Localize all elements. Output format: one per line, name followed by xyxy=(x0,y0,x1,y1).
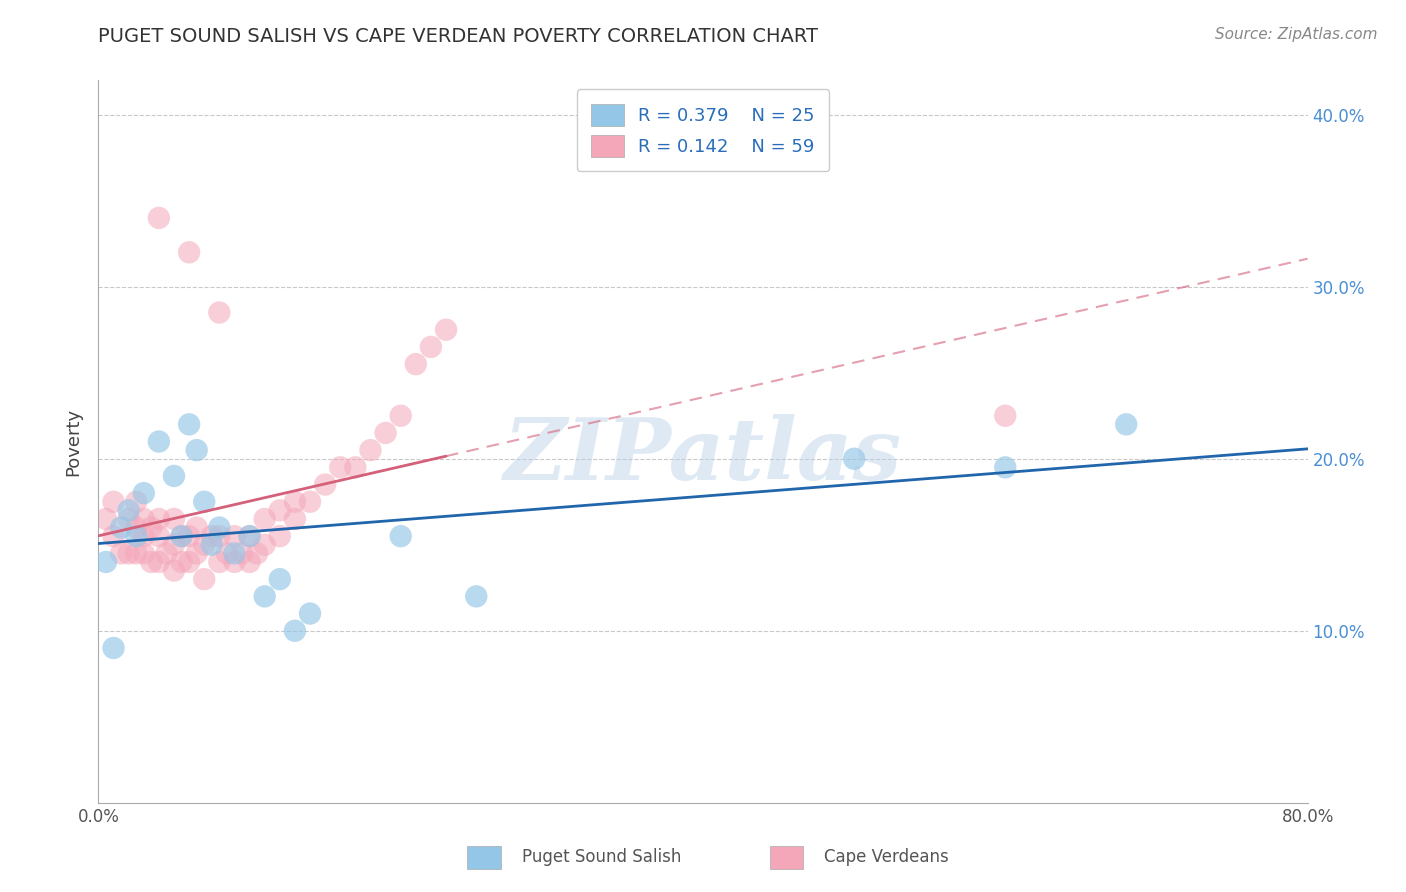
Point xyxy=(179,417,201,432)
Point xyxy=(103,640,125,655)
Point xyxy=(224,529,246,543)
Point xyxy=(155,546,177,560)
Point xyxy=(208,555,231,569)
Point xyxy=(239,555,262,569)
Point xyxy=(224,546,246,560)
Point xyxy=(170,529,193,543)
Point xyxy=(284,512,307,526)
Point xyxy=(201,538,224,552)
Point xyxy=(299,494,322,508)
Point xyxy=(389,529,412,543)
Text: Puget Sound Salish: Puget Sound Salish xyxy=(522,848,681,866)
Point xyxy=(844,451,866,466)
Point xyxy=(246,546,269,560)
Point xyxy=(125,520,148,534)
Point xyxy=(141,520,163,534)
Point xyxy=(110,520,132,534)
Point xyxy=(193,494,215,508)
Legend: R = 0.379    N = 25, R = 0.142    N = 59: R = 0.379 N = 25, R = 0.142 N = 59 xyxy=(576,89,830,171)
Point xyxy=(269,503,291,517)
Point xyxy=(314,477,336,491)
Point xyxy=(141,555,163,569)
Point xyxy=(420,340,443,354)
Point xyxy=(118,512,141,526)
Point xyxy=(201,529,224,543)
Point xyxy=(465,590,488,604)
Point xyxy=(299,607,322,621)
Point xyxy=(1115,417,1137,432)
Point xyxy=(208,529,231,543)
Text: Source: ZipAtlas.com: Source: ZipAtlas.com xyxy=(1215,27,1378,42)
Point xyxy=(389,409,412,423)
Point xyxy=(186,520,208,534)
Point xyxy=(132,529,155,543)
Point xyxy=(239,529,262,543)
Point xyxy=(163,538,186,552)
Point xyxy=(148,211,170,225)
Point xyxy=(94,512,117,526)
Point xyxy=(994,409,1017,423)
Point xyxy=(132,486,155,500)
Point xyxy=(148,529,170,543)
Point xyxy=(132,546,155,560)
Point xyxy=(118,546,141,560)
Point xyxy=(224,555,246,569)
Point xyxy=(163,564,186,578)
Text: Cape Verdeans: Cape Verdeans xyxy=(824,848,949,866)
Point xyxy=(269,572,291,586)
Point xyxy=(284,494,307,508)
Bar xyxy=(769,847,803,870)
Point xyxy=(253,538,276,552)
Point xyxy=(179,529,201,543)
Point xyxy=(344,460,367,475)
Point xyxy=(405,357,427,371)
Point xyxy=(253,590,276,604)
Point xyxy=(103,529,125,543)
Point xyxy=(193,572,215,586)
Point xyxy=(193,538,215,552)
Point xyxy=(284,624,307,638)
Point xyxy=(170,555,193,569)
Point xyxy=(170,529,193,543)
Point xyxy=(208,520,231,534)
Point xyxy=(148,434,170,449)
Point xyxy=(125,546,148,560)
Point xyxy=(186,546,208,560)
Point xyxy=(148,512,170,526)
Point xyxy=(148,555,170,569)
Point xyxy=(239,529,262,543)
Point xyxy=(125,529,148,543)
Point xyxy=(994,460,1017,475)
Point xyxy=(329,460,352,475)
Point xyxy=(253,512,276,526)
Point xyxy=(132,512,155,526)
Point xyxy=(179,555,201,569)
Point xyxy=(434,323,457,337)
Point xyxy=(163,512,186,526)
Point xyxy=(179,245,201,260)
Point xyxy=(118,503,141,517)
Point xyxy=(110,546,132,560)
Point xyxy=(269,529,291,543)
Text: ZIPatlas: ZIPatlas xyxy=(503,414,903,498)
Point xyxy=(94,555,117,569)
Point xyxy=(186,443,208,458)
Point xyxy=(103,494,125,508)
Point xyxy=(374,425,396,440)
Point xyxy=(231,546,253,560)
Point xyxy=(215,546,238,560)
Point xyxy=(125,494,148,508)
Text: PUGET SOUND SALISH VS CAPE VERDEAN POVERTY CORRELATION CHART: PUGET SOUND SALISH VS CAPE VERDEAN POVER… xyxy=(98,27,818,45)
Point xyxy=(360,443,382,458)
Point xyxy=(163,469,186,483)
Y-axis label: Poverty: Poverty xyxy=(65,408,83,475)
Point xyxy=(208,305,231,319)
Bar xyxy=(467,847,501,870)
